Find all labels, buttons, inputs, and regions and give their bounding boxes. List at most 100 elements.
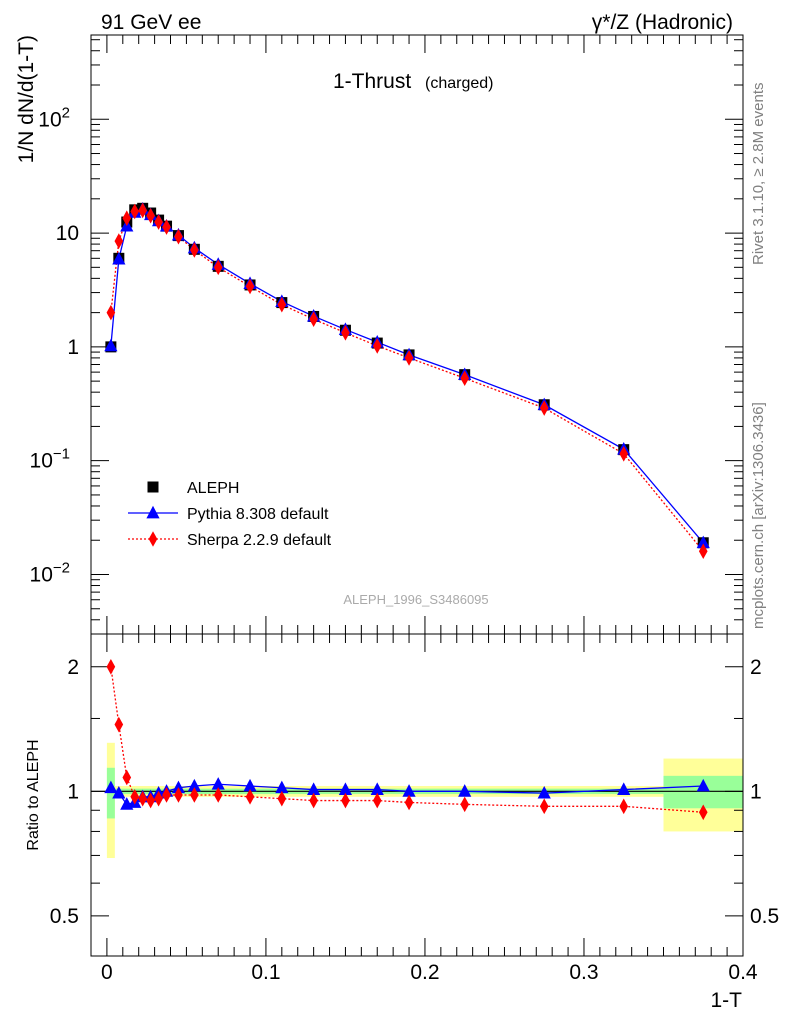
data-point-diamond: [106, 658, 116, 675]
chart-title: 1-Thrust: [333, 70, 411, 93]
data-point-diamond: [372, 792, 382, 809]
data-point-diamond: [619, 798, 629, 815]
x-tick-label: 0.2: [410, 961, 439, 984]
ratio-panel: 0.5 0.5 1 1 2 2 0 0.1 0.2 0.3 0.4 Ratio to ALEPH 1…: [25, 633, 779, 1012]
y-tick-label: 10−2: [30, 559, 70, 586]
main-axis-ticks: 10−2 10−1 1 10 102: [30, 35, 744, 635]
data-point-square: [147, 481, 159, 493]
y-tick-label: 1: [67, 336, 79, 359]
data-point-diamond: [154, 214, 163, 230]
legend-item: ALEPH: [147, 480, 239, 497]
y-tick-label: 10: [56, 222, 79, 245]
ratio-y-tick-label-right: 0.5: [750, 905, 779, 928]
data-point-diamond: [154, 790, 163, 807]
legend: ALEPH Pythia 8.308 default Sherpa 2.2.9 de…: [128, 480, 332, 549]
ratio-axis-ticks: 0.5 0.5 1 1 2 2 0 0.1 0.2 0.3 0.4: [50, 634, 779, 984]
ratio-y-tick-label-left: 1: [67, 780, 79, 803]
data-point-diamond: [404, 350, 414, 366]
data-point-diamond: [122, 769, 132, 786]
ratio-y-axis-title: Ratio to ALEPH: [25, 739, 42, 850]
data-point-diamond: [122, 210, 132, 227]
data-point-triangle: [112, 251, 126, 265]
data-point-diamond: [190, 787, 199, 803]
data-point-triangle: [243, 778, 257, 792]
chart-title-suffix: (charged): [425, 75, 493, 92]
ratio-y-tick-label-right: 1: [750, 780, 762, 803]
data-point-diamond: [174, 228, 183, 245]
x-tick-label: 0.1: [251, 961, 280, 984]
data-point-diamond: [460, 370, 470, 387]
data-point-triangle: [696, 778, 710, 792]
ratio-y-tick-label-left: 0.5: [50, 905, 79, 928]
header-left-label: 91 GeV ee: [101, 11, 201, 34]
data-point-diamond: [190, 242, 199, 258]
data-point-triangle: [307, 782, 321, 795]
x-tick-label: 0: [101, 961, 113, 984]
data-point-triangle: [112, 785, 126, 799]
data-point-diamond: [698, 804, 708, 821]
data-point-diamond: [372, 338, 382, 354]
data-point-triangle: [338, 782, 353, 795]
ratio-series-diamond: [106, 658, 708, 821]
analysis-id-watermark: ALEPH_1996_S3486095: [343, 592, 488, 607]
data-point-diamond: [114, 716, 124, 733]
mcplots-reference-label: mcplots.cern.ch [arXiv:1306.3436]: [750, 402, 767, 629]
ratio-y-tick-label-left: 2: [67, 656, 79, 679]
rivet-version-label: Rivet 3.1.10, ≥ 2.8M events: [750, 83, 767, 266]
data-point-triangle: [617, 782, 631, 795]
data-point-diamond: [138, 790, 148, 807]
data-point-diamond: [341, 792, 350, 809]
data-point-diamond: [146, 792, 155, 809]
data-point-triangle: [211, 777, 225, 790]
data-point-triangle: [275, 780, 289, 794]
data-point-diamond: [404, 794, 414, 811]
data-point-diamond: [539, 798, 549, 815]
data-point-diamond: [245, 278, 255, 295]
data-point-diamond: [309, 311, 318, 328]
main-series-layer: [104, 202, 710, 560]
data-point-triangle: [370, 782, 384, 795]
ratio-frame: [90, 633, 744, 957]
data-point-triangle: [187, 778, 201, 792]
data-point-diamond: [148, 531, 158, 547]
main-panel: 10−2 10−1 1 10 102 1-Thrust (charged) ALEPH_…: [15, 34, 744, 635]
data-point-diamond: [174, 787, 183, 803]
legend-label: ALEPH: [187, 480, 239, 497]
data-point-diamond: [698, 543, 708, 560]
data-point-diamond: [213, 259, 223, 276]
series-markers-diamond: [106, 202, 708, 560]
data-point-diamond: [277, 296, 287, 313]
y-tick-label: 102: [38, 104, 70, 131]
data-point-diamond: [114, 233, 124, 249]
legend-label: Sherpa 2.2.9 default: [187, 532, 332, 549]
data-point-diamond: [619, 445, 629, 462]
data-point-diamond: [162, 787, 171, 803]
ratio-y-tick-label-right: 2: [750, 656, 762, 679]
data-point-triangle: [171, 780, 186, 794]
data-point-diamond: [460, 796, 470, 813]
data-point-diamond: [341, 324, 350, 341]
data-point-triangle: [104, 780, 118, 794]
legend-item: Pythia 8.308 default: [128, 505, 329, 523]
y-tick-label: 10−1: [30, 446, 70, 473]
data-point-diamond: [277, 790, 287, 807]
data-point-triangle: [458, 784, 472, 797]
x-tick-label: 0.4: [728, 961, 758, 984]
data-point-diamond: [162, 219, 171, 235]
header-right-label: γ*/Z (Hadronic): [592, 11, 733, 34]
data-point-diamond: [138, 202, 148, 219]
data-point-diamond: [309, 792, 318, 809]
x-tick-label: 0.3: [569, 961, 598, 984]
y-axis-title: 1/N dN/d(1-T): [15, 35, 38, 163]
data-point-diamond: [245, 789, 255, 805]
data-point-triangle: [104, 338, 118, 352]
data-point-diamond: [106, 304, 116, 321]
legend-item: Sherpa 2.2.9 default: [128, 531, 332, 549]
data-point-triangle: [537, 785, 551, 799]
data-point-diamond: [130, 203, 140, 220]
data-point-triangle: [696, 535, 710, 549]
x-axis-title: 1-T: [711, 989, 743, 1012]
data-point-diamond: [539, 400, 549, 416]
